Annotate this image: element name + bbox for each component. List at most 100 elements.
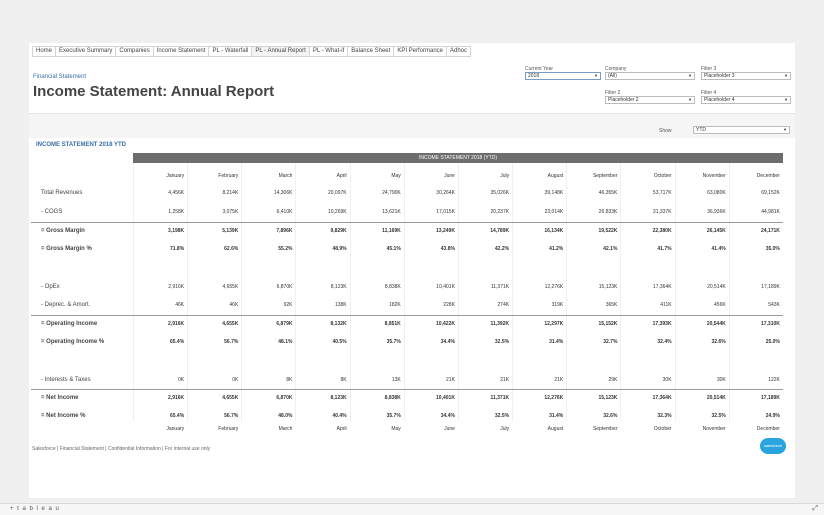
filter2-select[interactable]: Placeholder 2 ▼	[605, 96, 695, 104]
table-cell: 8,123K	[330, 283, 347, 290]
tab-balance-sheet[interactable]: Balance Sheet	[347, 46, 394, 57]
month-label: June	[444, 173, 455, 179]
row-cells: 2,916K 4,655K 6,870K 8,123K 8,838K 10,401K 11,…	[133, 284, 783, 290]
table-cell: 4,655K	[222, 321, 239, 327]
chevron-down-icon: ▼	[784, 73, 788, 78]
row-cells: 46K 46K 92K 138K 182K 228K 274K 319K 365K 411K 456…	[133, 302, 783, 308]
table-cell: 45.1%	[386, 245, 401, 252]
table-cell: 11,392K	[490, 321, 510, 327]
row-cells: 71.8% 62.6% 55.2% 48.9% 45.1% 43.8% 42.2% 41.2%…	[133, 246, 783, 252]
row-label: = Operating Income %	[41, 338, 105, 345]
month-label: May	[391, 426, 401, 432]
tab-pl-what-if[interactable]: PL - What-if	[308, 46, 348, 57]
row-label: = Net Income %	[41, 412, 86, 419]
table-cell: 1,258K	[168, 208, 185, 215]
table-cell: 543K	[768, 301, 780, 308]
table-cell: 3,075K	[222, 208, 239, 215]
table-cell: 456K	[714, 301, 726, 308]
tab-adhoc[interactable]: Adhoc	[446, 46, 472, 57]
table-cell: 138K	[334, 301, 347, 308]
table-cell: 15,123K	[598, 395, 618, 401]
select-value: YTD	[696, 127, 706, 133]
table-cell: 319K	[551, 301, 564, 308]
month-label: February	[218, 426, 239, 432]
table-cell: 11,371K	[490, 283, 510, 290]
table-cell: 29K	[608, 376, 618, 383]
filter-label: Current Year	[525, 66, 554, 72]
table-cell: 17,364K	[652, 283, 672, 290]
table-cell: 34.4%	[440, 338, 455, 345]
table-cell: 40.5%	[332, 338, 347, 345]
month-label: September	[592, 426, 618, 432]
table-cell: 5,139K	[222, 228, 239, 234]
footer-text: Salesforce | Financial Statement | Confi…	[32, 446, 211, 452]
current-year-select[interactable]: 2018 ▼	[525, 72, 601, 80]
table-cell: 8K	[340, 376, 347, 383]
tableau-logo[interactable]: + t a b l e a u	[10, 506, 60, 512]
table-cell: 6,410K	[276, 208, 293, 215]
table-cell: 30,264K	[436, 189, 455, 196]
tab-pl-waterfall[interactable]: PL - Waterfall	[208, 46, 252, 57]
table-cell: 8,838K	[384, 395, 401, 401]
table-cell: 56.7%	[224, 412, 239, 419]
table-cell: 36,936K	[707, 208, 726, 215]
table-cell: 10,422K	[436, 321, 455, 327]
tab-income-statement[interactable]: Income Statement	[152, 46, 209, 57]
table-cell: 32.3%	[657, 412, 672, 419]
company-select[interactable]: (All) ▼	[605, 72, 695, 80]
table-cell: 8,851K	[384, 321, 401, 327]
row-label: - OpEx	[41, 283, 60, 290]
table-cell: 7,896K	[276, 228, 293, 234]
tab-home[interactable]: Home	[32, 46, 56, 57]
chevron-down-icon: ▼	[594, 73, 598, 78]
row-label: = Net Income	[41, 395, 79, 401]
month-header-row: January February March April May June July Augu…	[133, 425, 783, 433]
table-cell: 69,152K	[761, 189, 780, 196]
table-cell: 30K	[716, 376, 726, 383]
table-cell: 40.4%	[332, 412, 347, 419]
table-cell: 30K	[662, 376, 672, 383]
filter-label: Filter 3	[701, 66, 717, 72]
show-select[interactable]: YTD ▼	[693, 126, 790, 134]
income-statement-report: INCOME STATEMENT 2018 YTD INCOME STATEME…	[31, 140, 785, 436]
month-header-row: January February March April May June July Augu…	[133, 172, 783, 180]
divider	[29, 113, 795, 114]
table-cell: 20,514K	[706, 395, 726, 401]
month-label: May	[391, 173, 401, 179]
row-cells: 65.4% 56.7% 48.1% 40.5% 35.7% 34.4% 32.5% 31.4%…	[133, 339, 783, 345]
table-cell: 20,514K	[707, 283, 726, 290]
table-cell: 6,879K	[276, 321, 293, 327]
filter3-select[interactable]: Placeholder 3 ▼	[701, 72, 791, 80]
fullscreen-icon[interactable]: ⤢	[812, 505, 818, 512]
month-label: August	[547, 173, 564, 179]
table-cell: 17,015K	[436, 208, 455, 215]
table-cell: 42.2%	[494, 245, 510, 252]
table-cell: 35,026K	[490, 189, 510, 196]
tab-kpi-performance[interactable]: KPI Performance	[393, 46, 446, 57]
controls-band	[29, 114, 795, 138]
row-label: Total Revenues	[41, 189, 83, 196]
tab-companies[interactable]: Companies	[115, 46, 153, 57]
table-cell: 0K	[232, 376, 239, 383]
table-cell: 8,132K	[330, 321, 347, 327]
table-cell: 17,189K	[761, 283, 780, 290]
table-cell: 24,790K	[382, 189, 401, 196]
table-cell: 41.2%	[549, 245, 564, 252]
table-cell: 17,393K	[652, 321, 672, 327]
table-cell: 35.0%	[765, 245, 780, 252]
tab-executive-summary[interactable]: Executive Summary	[55, 46, 116, 57]
table-cell: 24,171K	[760, 228, 780, 234]
table-cell: 48.1%	[278, 338, 293, 345]
row-cells: 0K 0K 8K 8K 13K 21K 21K 21K 29K 30K 30K 122K	[133, 377, 783, 383]
show-label: Show	[659, 128, 672, 134]
table-cell: 46K	[229, 301, 239, 308]
table-cell: 65.4%	[169, 338, 185, 345]
filter4-select[interactable]: Placeholder 4 ▼	[701, 96, 791, 104]
logo-text: salesforce	[763, 443, 783, 448]
table-cell: 32.5%	[711, 412, 726, 419]
table-cell: 10,401K	[436, 283, 455, 290]
table-cell: 8K	[286, 376, 293, 383]
table-cell: 19,522K	[598, 228, 618, 234]
tab-pl-annual-report[interactable]: PL - Annual Report	[251, 46, 309, 57]
month-label: November	[702, 426, 726, 432]
